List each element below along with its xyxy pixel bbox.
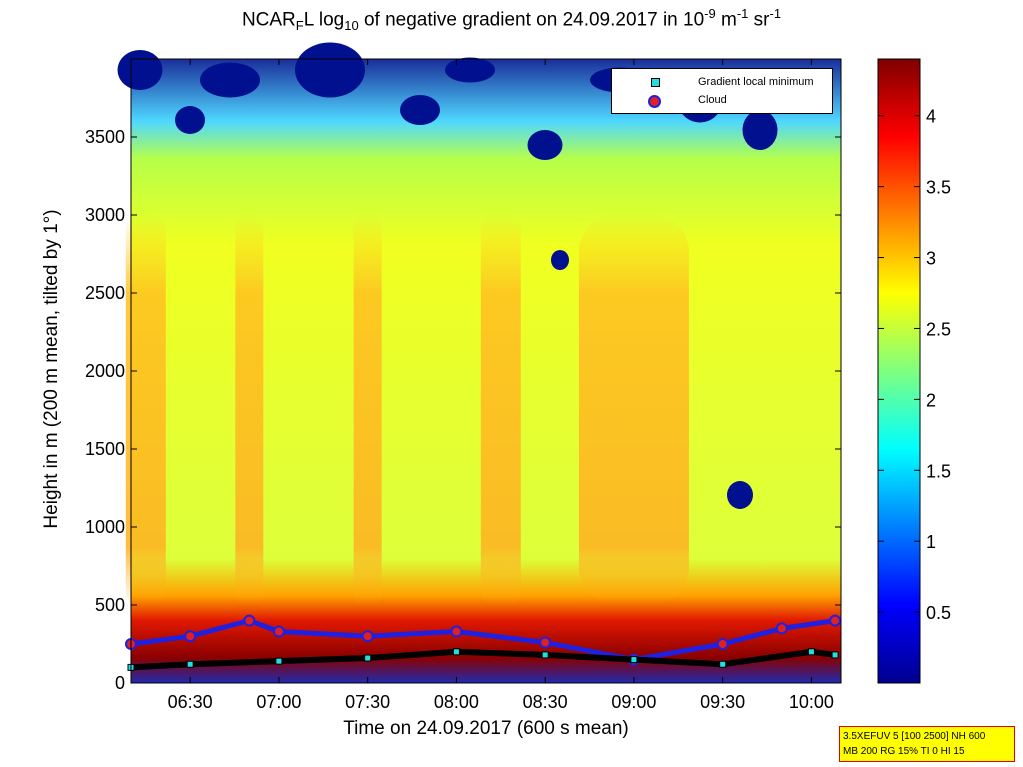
gradient-min-line: [130, 648, 836, 671]
circle-marker-icon: [648, 95, 661, 108]
low-value-patch: [117, 50, 163, 90]
y-tick-label: 0: [115, 673, 125, 693]
cloud-point: [716, 638, 729, 650]
gradient-min-point: [364, 654, 372, 662]
y-tick-label: 3500: [85, 127, 125, 147]
legend-item-cloud: Cloud: [612, 93, 832, 109]
low-value-patch: [551, 250, 569, 270]
high-gradient-column: [578, 215, 689, 605]
colorbar-tick-label: 3.5: [926, 178, 951, 198]
cloud-point: [272, 625, 285, 638]
colorbar-tick-label: 2.5: [926, 319, 951, 339]
low-value-patch: [527, 130, 563, 160]
heatmap: [117, 42, 842, 684]
cloud-point: [184, 630, 197, 643]
y-tick-label: 3000: [85, 205, 125, 225]
x-tick-label: 09:00: [611, 692, 656, 712]
high-gradient-column: [353, 215, 382, 605]
colorbar-tick-label: 2: [926, 390, 936, 410]
x-tick-label: 06:30: [168, 692, 213, 712]
low-value-patch: [445, 57, 495, 83]
y-tick-label: 1000: [85, 517, 125, 537]
low-value-patch: [200, 62, 260, 98]
y-axis-label: Height in m (200 m mean, tilted by 1°): [41, 209, 62, 529]
x-tick-label: 09:30: [700, 692, 745, 712]
y-tick-label: 1500: [85, 439, 125, 459]
gradient-min-point: [719, 660, 727, 668]
legend: Gradient local minimum Cloud: [611, 68, 833, 114]
high-gradient-column: [235, 215, 264, 605]
x-tick-label: 07:30: [345, 692, 390, 712]
gradient-min-point: [275, 657, 283, 665]
low-value-patch: [175, 106, 205, 134]
low-value-patch: [727, 481, 753, 509]
x-tick-label: 08:00: [434, 692, 479, 712]
colorbar-tick-label: 0.5: [926, 603, 951, 623]
colorbar-tick-label: 1: [926, 532, 936, 552]
gradient-min-point: [630, 656, 638, 664]
colorbar: 0.5 1 1.5 2 2.5 3 3.5 4: [877, 58, 951, 684]
low-value-patch: [295, 42, 365, 98]
x-axis-ticks: 06:30 07:00 07:30 08:00 08:30 09:00 09:30 10:00: [168, 59, 834, 712]
low-value-patch: [742, 110, 778, 150]
legend-item-gradient: Gradient local minimum: [612, 75, 832, 91]
colorbar-tick-label: 1.5: [926, 461, 951, 481]
low-value-patch: [400, 95, 440, 125]
high-gradient-column: [125, 215, 166, 605]
cloud-point: [775, 622, 788, 635]
high-gradient-column: [480, 215, 521, 605]
chart-title: NCARFL log10 of negative gradient on 24.…: [241, 6, 782, 34]
gradient-min-point: [831, 651, 839, 659]
cloud-point: [243, 614, 256, 627]
cloud-point: [829, 614, 842, 627]
cloud-point: [450, 625, 463, 638]
y-tick-label: 2000: [85, 361, 125, 381]
cloud-point: [361, 630, 374, 643]
x-tick-label: 07:00: [256, 692, 301, 712]
y-tick-label: 500: [95, 595, 125, 615]
settings-info-box: 3.5XEFUV 5 [100 2500] NH 600 MB 200 RG 1…: [839, 726, 1015, 762]
gradient-min-point: [452, 648, 460, 656]
gradient-min-point: [541, 651, 549, 659]
cloud-point: [539, 636, 552, 649]
y-tick-label: 2500: [85, 283, 125, 303]
y-axis-ticks: 0 500 1000 1500 2000 2500 3000 3500: [85, 127, 841, 693]
x-tick-label: 08:30: [523, 692, 568, 712]
colorbar-tick-label: 4: [926, 107, 936, 127]
gradient-min-point: [807, 648, 815, 656]
gradient-min-point: [186, 660, 194, 668]
x-tick-label: 10:00: [789, 692, 834, 712]
colorbar-tick-label: 3: [926, 249, 936, 269]
x-axis-label: Time on 24.09.2017 (600 s mean): [343, 718, 629, 739]
square-marker-icon: [651, 78, 660, 87]
